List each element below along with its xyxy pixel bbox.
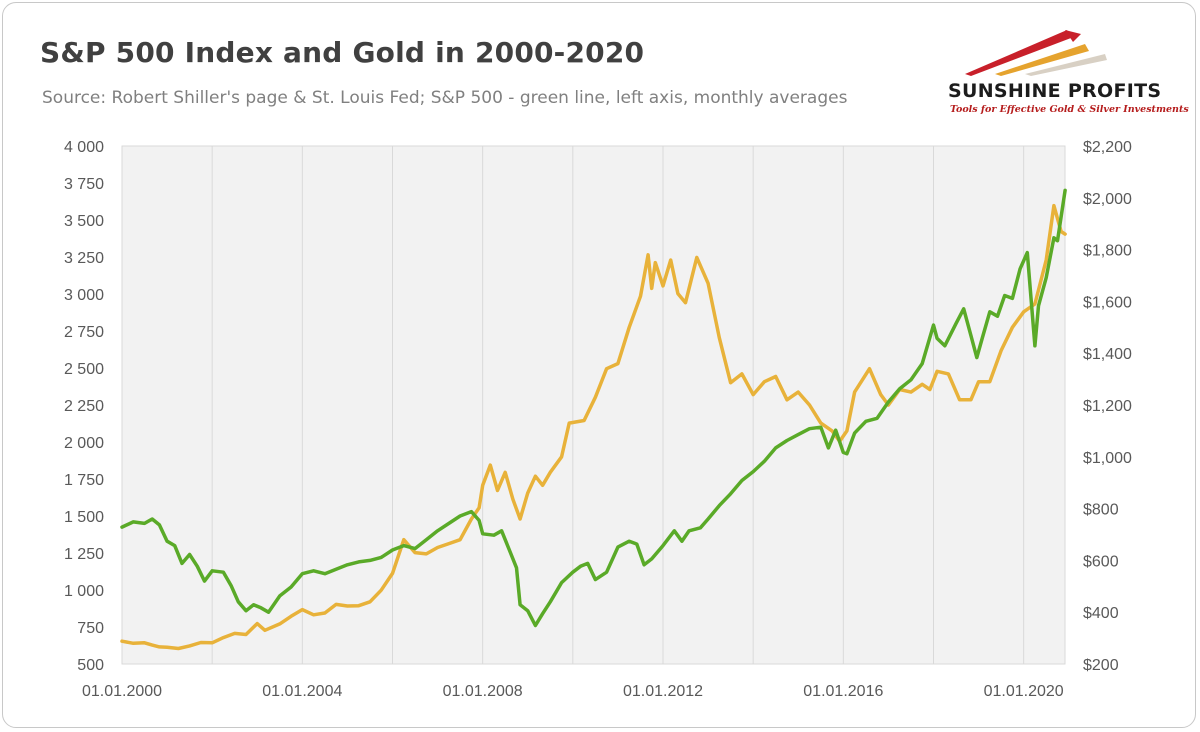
- tick-labels: 01.01.2000 01.01.2004 01.01.2008 01.01.2012…: [64, 139, 1132, 700]
- chart-title: S&P 500 Index and Gold in 2000-2020: [40, 36, 645, 69]
- right-axis-tick-label: $1,200: [1083, 398, 1132, 415]
- left-axis-tick-label: 2 000: [64, 435, 104, 452]
- left-axis-tick-label: 750: [77, 620, 104, 637]
- right-axis-tick-label: $2,000: [1083, 191, 1132, 208]
- left-axis-tick-label: 3 500: [64, 213, 104, 230]
- x-tick-label: 01.01.2020: [984, 683, 1064, 700]
- right-axis-tick-label: $2,200: [1083, 139, 1132, 156]
- right-axis-tick-label: $400: [1083, 605, 1119, 622]
- right-axis-tick-label: $1,400: [1083, 346, 1132, 363]
- gold-price-line: [120, 203, 1067, 651]
- chart-subtitle: Source: Robert Shiller's page & St. Loui…: [42, 88, 848, 108]
- logo-tagline: Tools for Effective Gold & Silver Invest…: [950, 104, 1189, 115]
- right-axis-tick-label: $800: [1083, 502, 1119, 519]
- series-lines: [120, 188, 1067, 651]
- left-axis-tick-label: 3 750: [64, 176, 104, 193]
- left-axis-tick-label: 3 250: [64, 250, 104, 267]
- left-axis-tick-label: 3 000: [64, 287, 104, 304]
- grid-lines: [211, 146, 1025, 664]
- left-axis-tick-label: 1 500: [64, 509, 104, 526]
- x-tick-label: 01.01.2016: [803, 683, 883, 700]
- sunshine-profits-logo-icon: [965, 30, 1107, 76]
- left-axis-tick-label: 2 500: [64, 361, 104, 378]
- x-tick-label: 01.01.2004: [262, 683, 342, 700]
- right-axis-tick-label: $600: [1083, 553, 1119, 570]
- logo-name: SUNSHINE PROFITS: [948, 80, 1162, 102]
- sp500-line: [120, 188, 1067, 628]
- right-axis-tick-label: $1,800: [1083, 243, 1132, 260]
- left-axis-tick-label: 1 750: [64, 472, 104, 489]
- left-axis-tick-label: 2 750: [64, 324, 104, 341]
- left-axis-tick-label: 1 250: [64, 546, 104, 563]
- x-tick-label: 01.01.2008: [443, 683, 523, 700]
- right-axis-tick-label: $200: [1083, 657, 1119, 674]
- left-axis-tick-label: 1 000: [64, 583, 104, 600]
- left-axis-tick-label: 2 250: [64, 398, 104, 415]
- left-axis-tick-label: 500: [77, 657, 104, 674]
- x-tick-label: 01.01.2000: [82, 683, 162, 700]
- x-tick-label: 01.01.2012: [623, 683, 703, 700]
- right-axis-tick-label: $1,000: [1083, 450, 1132, 467]
- left-axis-tick-label: 4 000: [64, 139, 104, 156]
- right-axis-tick-label: $1,600: [1083, 294, 1132, 311]
